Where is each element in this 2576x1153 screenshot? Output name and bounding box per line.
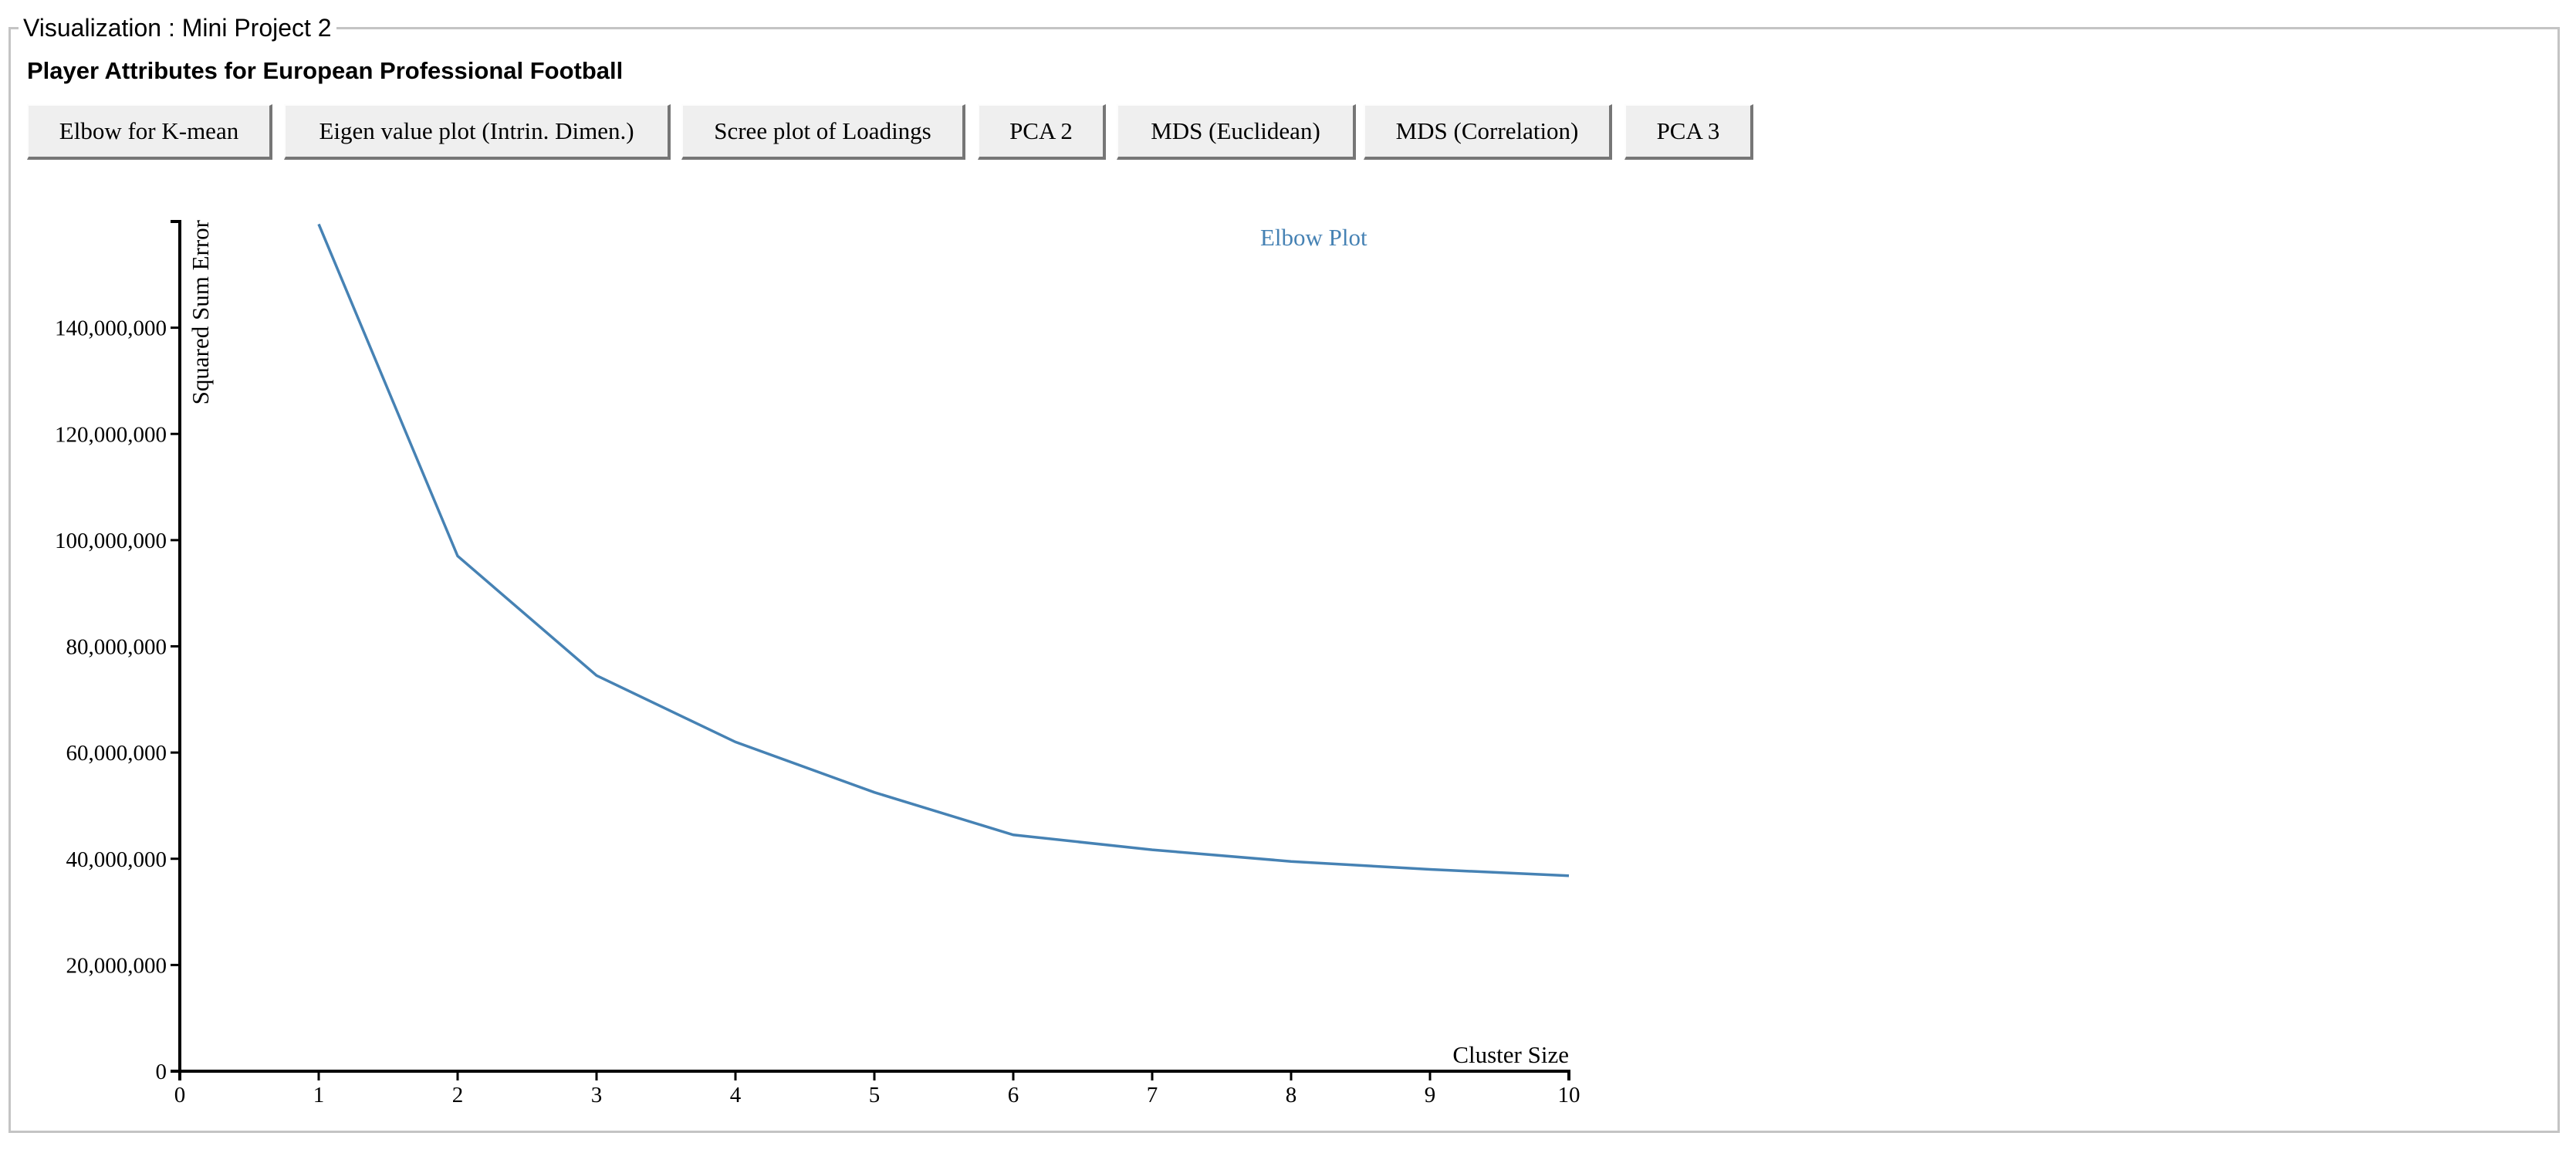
x-tick-label: 10: [1558, 1083, 1580, 1107]
series-line: [317, 223, 1570, 877]
x-axis-label: Cluster Size: [1452, 1041, 1569, 1068]
y-tick-label: 40,000,000: [66, 847, 167, 872]
x-tick-label: 6: [1008, 1083, 1019, 1107]
y-tick-label: 100,000,000: [55, 529, 167, 553]
pca3-button[interactable]: PCA 3: [1624, 104, 1753, 160]
y-tick-label: 60,000,000: [66, 741, 167, 766]
x-tick-label: 5: [869, 1083, 881, 1107]
y-axis: 0 20,000,000 40,000,000 60,000,000 80,000,00…: [55, 220, 181, 1084]
mds-euclidean-button[interactable]: MDS (Euclidean): [1117, 104, 1356, 160]
x-tick-label: 8: [1286, 1083, 1297, 1107]
y-axis-label: Squared Sum Error: [187, 219, 214, 404]
mds-correlation-button[interactable]: MDS (Correlation): [1364, 104, 1612, 160]
y-tick-label: 80,000,000: [66, 635, 167, 660]
panel-legend: Visualization : Mini Project 2: [23, 14, 332, 42]
y-tick-label: 120,000,000: [55, 422, 167, 447]
x-tick-label: 7: [1147, 1083, 1158, 1107]
x-tick-label: 0: [174, 1083, 186, 1107]
y-tick-label: 140,000,000: [55, 316, 167, 341]
x-tick-label: 3: [591, 1083, 603, 1107]
y-tick-label: 0: [156, 1060, 167, 1084]
y-tick-label: 20,000,000: [66, 953, 167, 978]
elbow-kmean-button[interactable]: Elbow for K-mean: [27, 104, 272, 160]
chart-title: Elbow Plot: [1260, 224, 1367, 251]
x-tick-label: 9: [1425, 1083, 1436, 1107]
x-axis: 0 1 2 3 4 5 6 7 8 9 10: [174, 1070, 1580, 1107]
x-tick-label: 2: [452, 1083, 464, 1107]
eigen-value-plot-button[interactable]: Eigen value plot (Intrin. Dimen.): [284, 104, 671, 160]
x-tick-label: 4: [730, 1083, 742, 1107]
x-tick-label: 1: [313, 1083, 325, 1107]
visualization-panel: Visualization : Mini Project 2: [8, 14, 2560, 1133]
pca2-button[interactable]: PCA 2: [978, 104, 1106, 160]
page-title: Player Attributes for European Professio…: [27, 57, 624, 84]
scree-plot-button[interactable]: Scree plot of Loadings: [681, 104, 965, 160]
